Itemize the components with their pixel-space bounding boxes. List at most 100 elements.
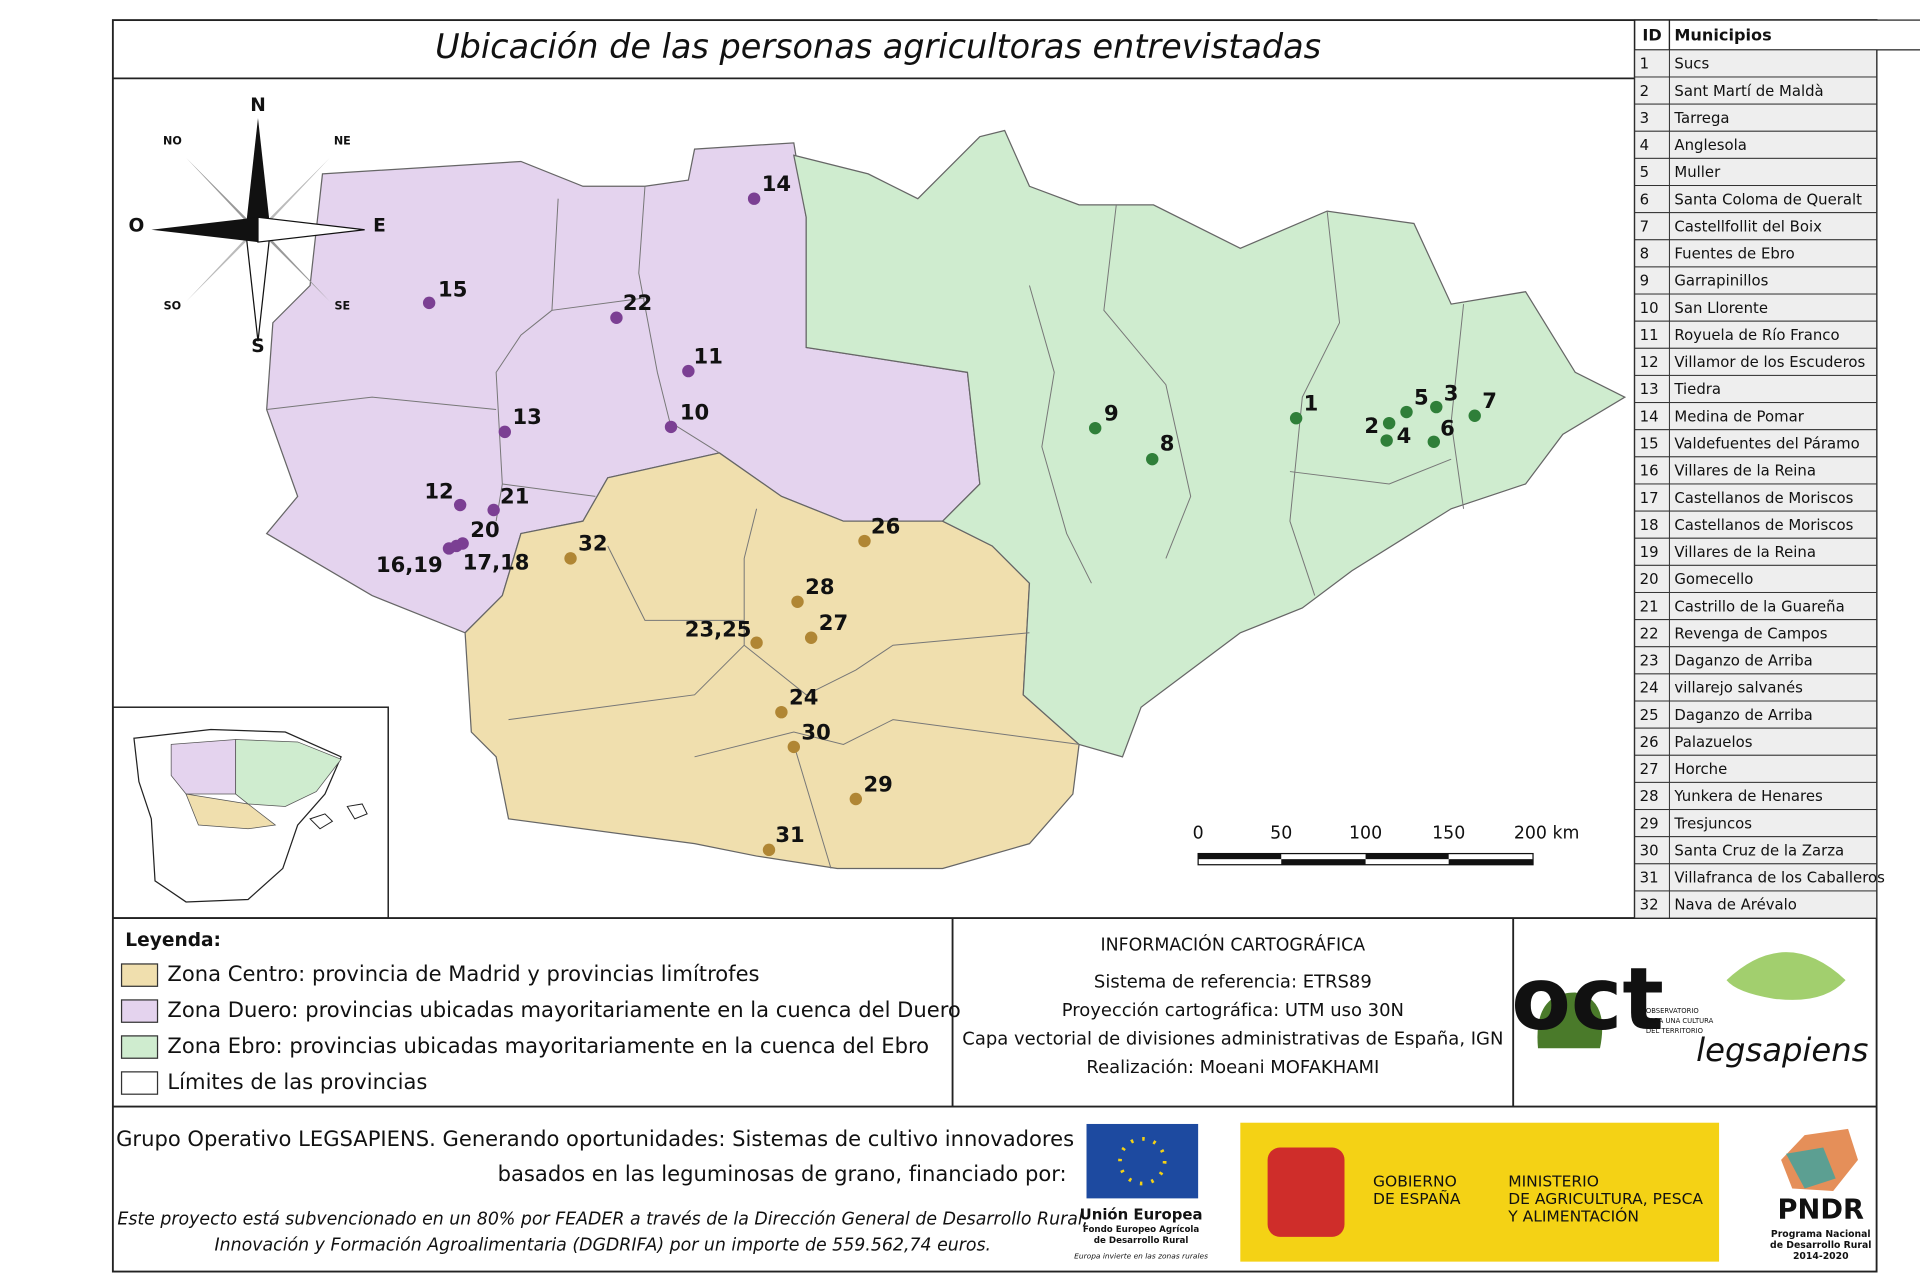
- compass-label: SO: [164, 300, 182, 313]
- ministerio-text: DE AGRICULTURA, PESCA: [1508, 1190, 1703, 1208]
- gobierno-text: DE ESPAÑA: [1373, 1189, 1461, 1208]
- table-municipio: Santa Cruz de la Zarza: [1674, 841, 1844, 859]
- location-label: 12: [424, 479, 453, 504]
- table-id: 29: [1640, 814, 1659, 832]
- location-label: 2: [1364, 413, 1379, 438]
- table-municipio: Santa Coloma de Queralt: [1674, 190, 1862, 208]
- pndr-text: 2014-2020: [1793, 1251, 1849, 1262]
- table-id: 7: [1640, 217, 1649, 235]
- table-cell: [1634, 483, 1670, 512]
- table-cell: [1668, 646, 1878, 675]
- table-id: 23: [1640, 652, 1659, 670]
- table-cell: [1634, 863, 1670, 892]
- table-id: 28: [1640, 787, 1659, 805]
- location-dot: [775, 705, 788, 719]
- location-label: 10: [680, 399, 709, 424]
- location-label: 26: [871, 513, 900, 538]
- location-dot: [422, 296, 436, 310]
- location-label: 7: [1482, 388, 1497, 413]
- eu-text: Fondo Europeo Agrícola: [1083, 1225, 1200, 1235]
- table-cell: [1668, 564, 1878, 593]
- legend-swatch: [120, 963, 159, 987]
- table-cell: [1634, 619, 1670, 648]
- table-id: 11: [1640, 326, 1659, 344]
- table-cell: [1668, 673, 1878, 702]
- legend-label: Zona Duero: provincias ubicadas mayorita…: [167, 997, 960, 1022]
- table-cell: [1634, 564, 1670, 593]
- table-id: 22: [1640, 624, 1659, 642]
- location-dot: [791, 595, 804, 608]
- table-cell: [1668, 700, 1878, 729]
- table-id: 2: [1640, 82, 1649, 100]
- compass-label: E: [373, 215, 386, 236]
- oct-logo: oct: [1511, 949, 1664, 1050]
- table-id: 27: [1640, 760, 1659, 778]
- location-dot: [750, 636, 763, 649]
- location-label: 3: [1444, 381, 1459, 406]
- table-cell: [1668, 49, 1878, 78]
- table-cell: [1668, 510, 1878, 539]
- legend-label: Zona Centro: provincia de Madrid y provi…: [167, 961, 759, 986]
- table-municipio: Villares de la Reina: [1674, 543, 1816, 561]
- location-dot: [1430, 400, 1443, 414]
- location-label: 6: [1440, 415, 1455, 440]
- location-dot: [804, 631, 818, 644]
- table-cell: [1634, 320, 1670, 349]
- carto-line: Sistema de referencia: ETRS89: [1094, 972, 1372, 993]
- location-dot: [1427, 435, 1440, 448]
- carto-title: INFORMACIÓN CARTOGRÁFICA: [1101, 933, 1366, 955]
- ministerio-text: Y ALIMENTACIÓN: [1507, 1206, 1639, 1225]
- location-label: 5: [1414, 384, 1429, 409]
- scale-label: 200 km: [1514, 824, 1580, 844]
- table-municipio: Sant Martí de Maldà: [1674, 82, 1823, 100]
- location-label: 11: [694, 343, 723, 368]
- table-cell: [1668, 619, 1878, 648]
- table-cell: [1668, 212, 1878, 241]
- table-municipio: Tiedra: [1673, 380, 1721, 398]
- table-cell: [1634, 591, 1670, 621]
- table-cell: [1668, 76, 1878, 105]
- table-municipio: Anglesola: [1674, 136, 1746, 154]
- table-municipio: Gomecello: [1674, 570, 1753, 588]
- footer-line: Grupo Operativo LEGSAPIENS. Generando op…: [116, 1126, 1074, 1151]
- location-label: 14: [762, 171, 791, 196]
- carto-line: Realización: Moeani MOFAKHAMI: [1086, 1057, 1379, 1078]
- table-cell: [1634, 510, 1670, 539]
- table-municipio: Castellanos de Moriscos: [1674, 489, 1853, 507]
- location-label: 17,18: [463, 549, 530, 574]
- location-label: 27: [819, 610, 848, 635]
- location-dot: [453, 498, 467, 512]
- table-municipio: Medina de Pomar: [1674, 407, 1804, 425]
- location-dot: [1289, 412, 1303, 425]
- pndr-text: de Desarrollo Rural: [1770, 1240, 1871, 1251]
- location-dot: [858, 534, 871, 548]
- zone-centro: [464, 452, 1080, 870]
- table-cell: [1668, 754, 1878, 783]
- eu-text: Europa invierte en las zonas rurales: [1074, 1252, 1208, 1261]
- table-municipio: Castrillo de la Guareña: [1674, 597, 1844, 615]
- table-id: 8: [1640, 245, 1649, 263]
- compass-label: SE: [334, 300, 350, 313]
- table-header: ID: [1642, 26, 1661, 45]
- legend-label: Zona Ebro: provincias ubicadas mayoritar…: [167, 1033, 929, 1058]
- table-cell: [1668, 863, 1878, 892]
- table-cell: [1668, 836, 1878, 865]
- table-municipio: Nava de Arévalo: [1674, 896, 1796, 914]
- scale-label: 100: [1349, 824, 1382, 844]
- table-municipio: Yunkera de Henares: [1673, 787, 1823, 805]
- legend-swatch: [120, 1035, 159, 1059]
- location-label: 21: [500, 484, 529, 509]
- table-municipio: Villamor de los Escuderos: [1674, 353, 1865, 371]
- table-municipio: Valdefuentes del Páramo: [1674, 435, 1859, 453]
- table-cell: [1634, 890, 1670, 919]
- table-cell: [1668, 266, 1878, 295]
- table-municipio: Villafranca de los Caballeros: [1674, 869, 1885, 887]
- location-dot: [762, 843, 776, 857]
- table-id: 17: [1640, 489, 1659, 507]
- table-cell: [1668, 591, 1878, 621]
- table-id: 26: [1640, 733, 1659, 751]
- legend-swatch: [120, 999, 159, 1023]
- table-cell: [1668, 130, 1878, 159]
- location-dot: [450, 539, 463, 553]
